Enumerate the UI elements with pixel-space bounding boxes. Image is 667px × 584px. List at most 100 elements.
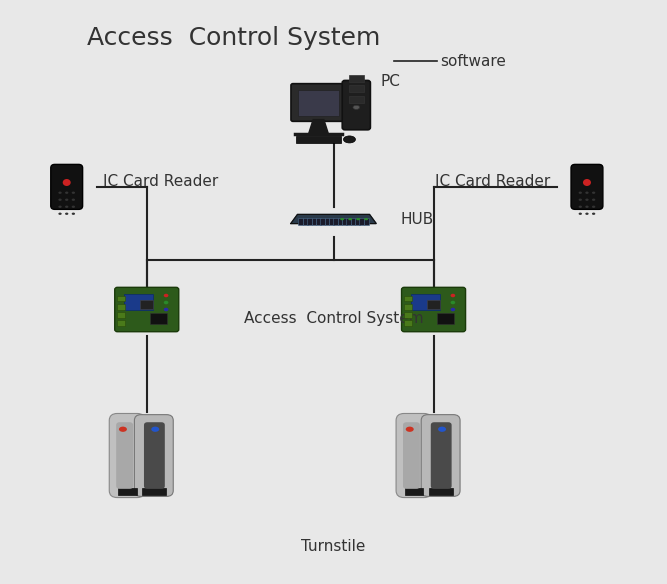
Ellipse shape <box>451 308 455 311</box>
Ellipse shape <box>451 301 455 304</box>
Ellipse shape <box>578 206 582 208</box>
Bar <box>429 488 453 495</box>
Bar <box>404 304 412 310</box>
Bar <box>325 218 329 225</box>
Bar <box>117 320 125 326</box>
FancyBboxPatch shape <box>422 415 460 496</box>
Text: IC Card Reader: IC Card Reader <box>435 173 550 189</box>
Ellipse shape <box>578 213 582 215</box>
FancyBboxPatch shape <box>109 413 145 498</box>
Text: Access  Control System: Access Control System <box>87 26 380 50</box>
Ellipse shape <box>592 213 596 215</box>
Bar <box>406 488 424 495</box>
Bar <box>307 218 312 225</box>
Ellipse shape <box>583 179 591 186</box>
Bar <box>404 296 412 301</box>
Bar <box>427 300 440 309</box>
Ellipse shape <box>586 199 589 201</box>
Ellipse shape <box>451 294 455 297</box>
Ellipse shape <box>72 213 75 215</box>
Bar <box>119 488 137 495</box>
Ellipse shape <box>164 294 168 297</box>
Bar <box>355 218 360 225</box>
Ellipse shape <box>592 206 596 208</box>
Ellipse shape <box>364 218 368 220</box>
Ellipse shape <box>586 206 589 208</box>
Ellipse shape <box>72 199 75 201</box>
FancyBboxPatch shape <box>51 165 83 210</box>
Ellipse shape <box>586 192 589 194</box>
Ellipse shape <box>72 192 75 194</box>
FancyBboxPatch shape <box>144 422 165 489</box>
Bar <box>117 296 125 301</box>
Text: Access  Control System: Access Control System <box>243 311 424 326</box>
Ellipse shape <box>65 192 69 194</box>
Ellipse shape <box>406 426 414 432</box>
Ellipse shape <box>59 199 61 201</box>
Ellipse shape <box>72 206 75 208</box>
Bar <box>142 488 166 495</box>
Ellipse shape <box>353 105 360 109</box>
Text: PC: PC <box>380 74 400 89</box>
Bar <box>311 218 316 225</box>
Ellipse shape <box>348 218 352 220</box>
Polygon shape <box>291 214 376 224</box>
Ellipse shape <box>65 206 69 208</box>
Ellipse shape <box>151 426 159 432</box>
Bar <box>411 294 440 310</box>
Bar <box>351 218 356 225</box>
Bar <box>360 218 364 225</box>
Text: software: software <box>440 54 506 69</box>
Bar <box>117 304 125 310</box>
Ellipse shape <box>578 199 582 201</box>
Bar <box>338 218 342 225</box>
Bar <box>124 294 153 310</box>
FancyBboxPatch shape <box>431 422 452 489</box>
Text: IC Card Reader: IC Card Reader <box>103 173 219 189</box>
Bar <box>297 89 340 116</box>
Bar <box>299 218 303 225</box>
Bar <box>320 218 325 225</box>
Bar <box>346 218 351 225</box>
Ellipse shape <box>59 213 61 215</box>
FancyBboxPatch shape <box>291 84 346 121</box>
FancyBboxPatch shape <box>134 415 173 496</box>
Ellipse shape <box>164 301 168 304</box>
FancyBboxPatch shape <box>115 287 179 332</box>
Bar <box>303 218 307 225</box>
Bar <box>140 300 153 309</box>
Bar <box>316 218 321 225</box>
Ellipse shape <box>59 206 61 208</box>
Bar <box>150 313 167 324</box>
Bar <box>349 75 364 82</box>
Bar <box>349 96 364 103</box>
Polygon shape <box>308 120 328 134</box>
Ellipse shape <box>356 218 360 220</box>
Text: HUB: HUB <box>400 211 434 227</box>
Bar <box>334 218 338 225</box>
FancyBboxPatch shape <box>403 422 420 489</box>
Bar <box>295 136 342 143</box>
Ellipse shape <box>340 218 344 220</box>
Bar <box>404 312 412 318</box>
Bar <box>437 313 454 324</box>
Ellipse shape <box>586 213 589 215</box>
Ellipse shape <box>164 308 168 311</box>
Bar <box>404 320 412 326</box>
Ellipse shape <box>63 179 71 186</box>
FancyBboxPatch shape <box>342 81 370 130</box>
Ellipse shape <box>119 426 127 432</box>
Ellipse shape <box>578 192 582 194</box>
Ellipse shape <box>65 199 69 201</box>
FancyBboxPatch shape <box>116 422 133 489</box>
Ellipse shape <box>59 192 61 194</box>
Ellipse shape <box>438 426 446 432</box>
Ellipse shape <box>592 199 596 201</box>
Bar <box>349 85 364 92</box>
Ellipse shape <box>592 192 596 194</box>
Bar <box>117 312 125 318</box>
FancyBboxPatch shape <box>402 287 466 332</box>
Ellipse shape <box>65 213 69 215</box>
Bar <box>364 218 368 225</box>
Bar <box>342 218 347 225</box>
